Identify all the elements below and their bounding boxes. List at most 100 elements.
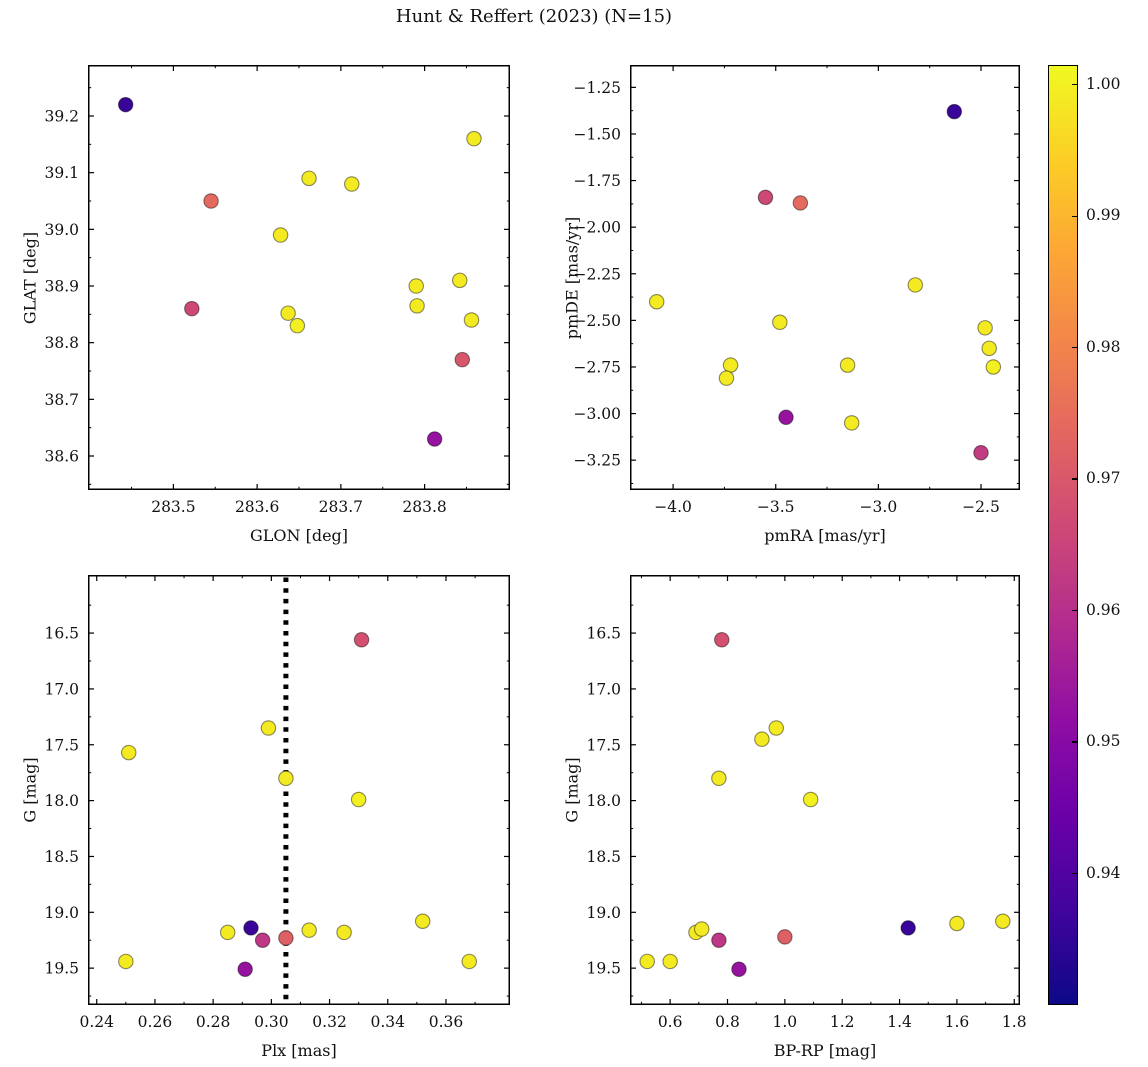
y-tick-label: −3.25	[574, 452, 622, 470]
data-point	[461, 953, 478, 970]
data-point	[949, 915, 965, 932]
data-point	[662, 953, 678, 970]
scatter-plot-g-vs-bprp: 0.6 0.8 1.0 1.2 1.4 1.6 1.8 16.5 17.0 17.5 18.0 18.…	[586, 575, 1027, 1031]
colorbar-tick	[1072, 84, 1077, 86]
y-tick-label: 18.0	[586, 792, 621, 810]
scatter-plot-glat-vs-glon: 283.5 283.6 283.7 283.8 39.2 39.1 39.0 38.9 38.8…	[44, 65, 510, 516]
data-point	[272, 227, 289, 243]
data-point	[985, 359, 1002, 375]
x-axis-label-plx: Plx [mas]	[261, 1041, 337, 1060]
axes-frame	[88, 65, 510, 490]
colorbar-tick-label: 0.98	[1086, 337, 1121, 356]
data-point	[778, 409, 794, 426]
x-tick-label: −3.0	[860, 498, 898, 516]
data-point	[981, 340, 997, 357]
axes-frame	[630, 575, 1020, 1005]
data-point	[289, 317, 306, 334]
scatter-plot-pmde-vs-pmra: −4.0 −3.5 −3.0 −2.5 −1.25 −1.50 −1.75 −2.00 −2.2…	[574, 65, 1020, 516]
x-tick-label: −2.5	[962, 498, 1000, 516]
x-axis-label-glon: GLON [deg]	[249, 526, 349, 545]
data-point	[452, 272, 468, 289]
y-tick-label: 17.0	[586, 680, 621, 698]
y-tick-label: −2.25	[574, 265, 622, 283]
y-tick-label: −2.00	[574, 219, 622, 237]
y-tick-label: 19.0	[586, 904, 621, 922]
colorbar-tick-label: 0.94	[1086, 863, 1121, 882]
x-tick-label: 283.7	[319, 498, 363, 516]
data-point	[301, 170, 317, 187]
y-tick-label: 16.5	[586, 625, 621, 643]
data-point	[792, 195, 809, 211]
x-tick-label: 0.32	[312, 1013, 347, 1031]
data-point	[693, 921, 710, 937]
y-tick-label: 19.0	[44, 904, 79, 922]
data-point	[336, 924, 352, 941]
x-tick-label: 1.6	[945, 1013, 970, 1031]
colorbar-tick-label: 0.96	[1086, 600, 1121, 619]
x-tick-label: 1.8	[1002, 1013, 1027, 1031]
colorbar-tick-label: 0.97	[1086, 469, 1121, 488]
x-tick-label: 283.5	[151, 498, 195, 516]
data-point	[350, 791, 367, 808]
data-point	[648, 293, 665, 310]
data-point	[973, 444, 989, 461]
data-point	[254, 932, 271, 948]
x-tick-label: 1.0	[773, 1013, 798, 1031]
data-point	[843, 415, 860, 431]
x-tick-label: 283.6	[235, 498, 279, 516]
data-point	[280, 305, 296, 321]
data-point	[639, 953, 655, 970]
data-point	[772, 314, 788, 330]
data-point	[802, 791, 819, 808]
x-tick-label: 0.26	[138, 1013, 173, 1031]
colorbar-tick	[1072, 347, 1077, 349]
data-point	[120, 744, 137, 761]
x-tick-label: 1.2	[830, 1013, 855, 1031]
y-tick-label: −2.75	[574, 358, 622, 376]
y-tick-label: 18.5	[44, 848, 79, 866]
y-tick-label: −3.00	[574, 405, 622, 423]
x-tick-label: 0.30	[254, 1013, 289, 1031]
x-tick-label: 1.4	[887, 1013, 912, 1031]
data-point	[777, 929, 793, 945]
x-axis-label-pmra: pmRA [mas/yr]	[764, 526, 886, 545]
y-tick-label: 18.5	[586, 848, 621, 866]
data-point	[426, 431, 443, 447]
y-tick-label: 19.5	[44, 960, 79, 978]
y-tick-label: 16.5	[44, 625, 79, 643]
data-point	[711, 770, 727, 787]
data-point	[260, 720, 277, 736]
colorbar-tick	[1072, 741, 1077, 743]
x-tick-label: 283.8	[402, 498, 446, 516]
data-point	[118, 953, 134, 970]
data-point	[301, 922, 317, 938]
x-axis-label-bprp: BP-RP [mag]	[773, 1041, 877, 1060]
x-tick-label: −3.5	[757, 498, 795, 516]
data-point	[343, 176, 360, 192]
colorbar-tick	[1072, 215, 1077, 217]
colorbar-tick	[1072, 872, 1077, 875]
data-point	[408, 278, 424, 294]
data-point	[731, 961, 747, 978]
figure-title: Hunt & Reffert (2023) (N=15)	[395, 6, 673, 27]
data-point	[117, 96, 134, 113]
scatter-plot-g-vs-plx: 0.24 0.26 0.28 0.30 0.32 0.34 0.36 16.5 17.0 17.5…	[44, 575, 510, 1031]
data-point	[243, 920, 259, 936]
data-point	[995, 913, 1011, 929]
colorbar-tick-label: 0.99	[1086, 206, 1121, 225]
y-tick-label: −1.25	[574, 79, 622, 97]
data-point	[203, 193, 219, 209]
y-tick-label: 39.1	[44, 164, 79, 182]
y-axis-label-g-right: G [mag]	[562, 757, 582, 823]
y-tick-label: 19.5	[586, 960, 621, 978]
data-point	[946, 103, 963, 120]
colorbar-tick	[1072, 478, 1077, 480]
panel-glat-vs-glon: 283.5 283.6 283.7 283.8 39.2 39.1 39.0 38.9 38.8…	[21, 65, 510, 545]
y-axis-label-g-left: G [mag]	[20, 757, 40, 823]
y-tick-label: 38.6	[44, 448, 79, 466]
y-tick-label: 18.0	[44, 792, 79, 810]
data-point	[711, 932, 727, 948]
x-tick-label: 0.6	[658, 1013, 683, 1031]
x-tick-label: 0.24	[79, 1013, 114, 1031]
